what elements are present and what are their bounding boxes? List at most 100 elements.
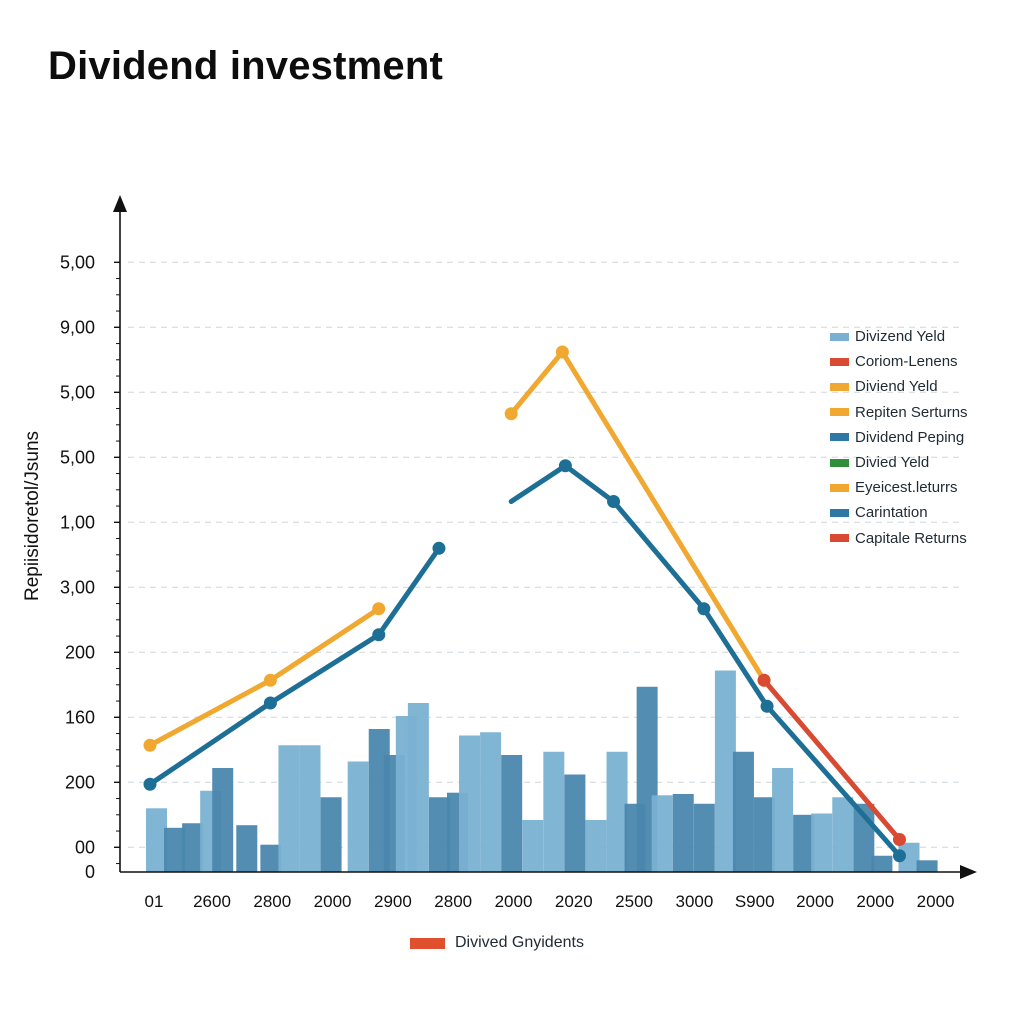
bar [278, 745, 300, 872]
legend-item: Eyeicest.leturrs [830, 475, 968, 500]
bar [754, 797, 776, 872]
x-tick-label: 2500 [615, 892, 653, 911]
bar [428, 797, 450, 872]
bar [672, 794, 694, 872]
x-axis-arrow-icon [960, 865, 977, 879]
bar [793, 814, 815, 872]
y-tick-label: 0 [85, 862, 95, 882]
series-point [607, 495, 621, 508]
legend-label: Repiten Serturns [855, 403, 968, 421]
legend-item: Divied Yeld [830, 450, 968, 475]
series-point [697, 602, 711, 616]
legend-item: Dividend Peping [830, 425, 968, 450]
legend-swatch [830, 357, 849, 366]
x-tick-labels: 01 2600 2800 2000 2900 2800 2000 2020 2500 3000 S9… [145, 892, 955, 911]
series-line [147, 606, 382, 748]
legend-label: Eyeicest.leturrs [855, 479, 958, 497]
bar [164, 827, 186, 872]
legend-swatch [830, 458, 849, 467]
x-tick-label: 2900 [374, 892, 412, 911]
series-point [555, 345, 569, 359]
y-tick-label: 200 [65, 642, 95, 662]
legend-label: Dividend Peping [855, 428, 965, 446]
y-axis-arrow-icon [113, 195, 127, 212]
series-point [372, 628, 386, 642]
bar [260, 844, 282, 872]
line-group [143, 345, 906, 863]
chart-title: Dividend investment [48, 44, 443, 88]
legend-item: Carintation [830, 500, 968, 525]
x-tick-label: S900 [735, 892, 775, 911]
y-tick-label: 00 [75, 837, 95, 857]
y-tick-label: 200 [65, 772, 95, 792]
bar [459, 735, 481, 872]
bar [501, 755, 523, 872]
legend-item: Diviend Yeld [830, 374, 968, 399]
legend-swatch [830, 332, 849, 341]
y-tick-label: 5,00 [60, 252, 95, 272]
x-tick-label: 2000 [495, 892, 533, 911]
bar [606, 751, 628, 872]
x-tick-label: 2800 [434, 892, 472, 911]
x-tick-label: 2000 [856, 892, 894, 911]
bar [772, 768, 794, 872]
bar [407, 703, 429, 872]
series-point [143, 738, 157, 752]
legend: Divizend Yeld Coriom-Lenens Diviend Yeld Re… [830, 324, 968, 551]
bar [146, 808, 167, 872]
bar-group [146, 670, 938, 872]
bar [585, 820, 607, 872]
series-point [263, 673, 277, 687]
bottom-legend: Divived Gnyidents [410, 934, 584, 952]
bar [212, 768, 234, 872]
x-tick-label: 2000 [314, 892, 352, 911]
series-point [143, 777, 157, 791]
bar [898, 842, 920, 872]
legend-swatch [830, 433, 849, 442]
bar [543, 751, 565, 872]
y-tick-label: 5,00 [60, 447, 95, 467]
legend-label: Divizend Yeld [855, 328, 946, 346]
bar [299, 745, 321, 872]
legend-swatch [830, 483, 849, 492]
series-point [558, 459, 572, 473]
legend-label: Carintation [855, 504, 928, 522]
bar [714, 670, 736, 872]
legend-swatch [830, 382, 849, 391]
y-axis-label: Repiisidoretol/Jsuns [22, 430, 43, 602]
bar [651, 795, 673, 872]
bottom-legend-swatch [410, 937, 445, 949]
x-tick-label: 2800 [253, 892, 291, 911]
x-tick-label: 01 [145, 892, 164, 911]
legend-swatch [830, 508, 849, 517]
axes [113, 195, 977, 879]
y-tick-label: 3,00 [60, 577, 95, 597]
bar [320, 797, 342, 872]
legend-item: Repiten Serturns [830, 400, 968, 425]
series-line [147, 545, 442, 787]
series-line [761, 677, 902, 842]
legend-label: Coriom-Lenens [855, 353, 958, 371]
legend-label: Divied Yeld [855, 454, 930, 472]
series-line [508, 463, 902, 859]
series-point [892, 849, 906, 863]
series-line [508, 349, 767, 683]
bar [732, 751, 754, 872]
x-tick-label: 2000 [796, 892, 834, 911]
series-point [760, 699, 774, 713]
y-tick-label: 5,00 [60, 382, 95, 402]
bar [182, 823, 204, 872]
series-point [263, 696, 277, 710]
series-point [757, 673, 771, 687]
series-point [372, 602, 386, 616]
legend-swatch [830, 534, 849, 543]
legend-item: Divizend Yeld [830, 324, 968, 349]
x-tick-label: 2600 [193, 892, 231, 911]
x-tick-label: 2000 [917, 892, 955, 911]
legend-item: Coriom-Lenens [830, 349, 968, 374]
y-tick-label: 160 [65, 707, 95, 727]
bar [693, 803, 715, 872]
bar [871, 855, 893, 872]
bar [916, 860, 938, 872]
